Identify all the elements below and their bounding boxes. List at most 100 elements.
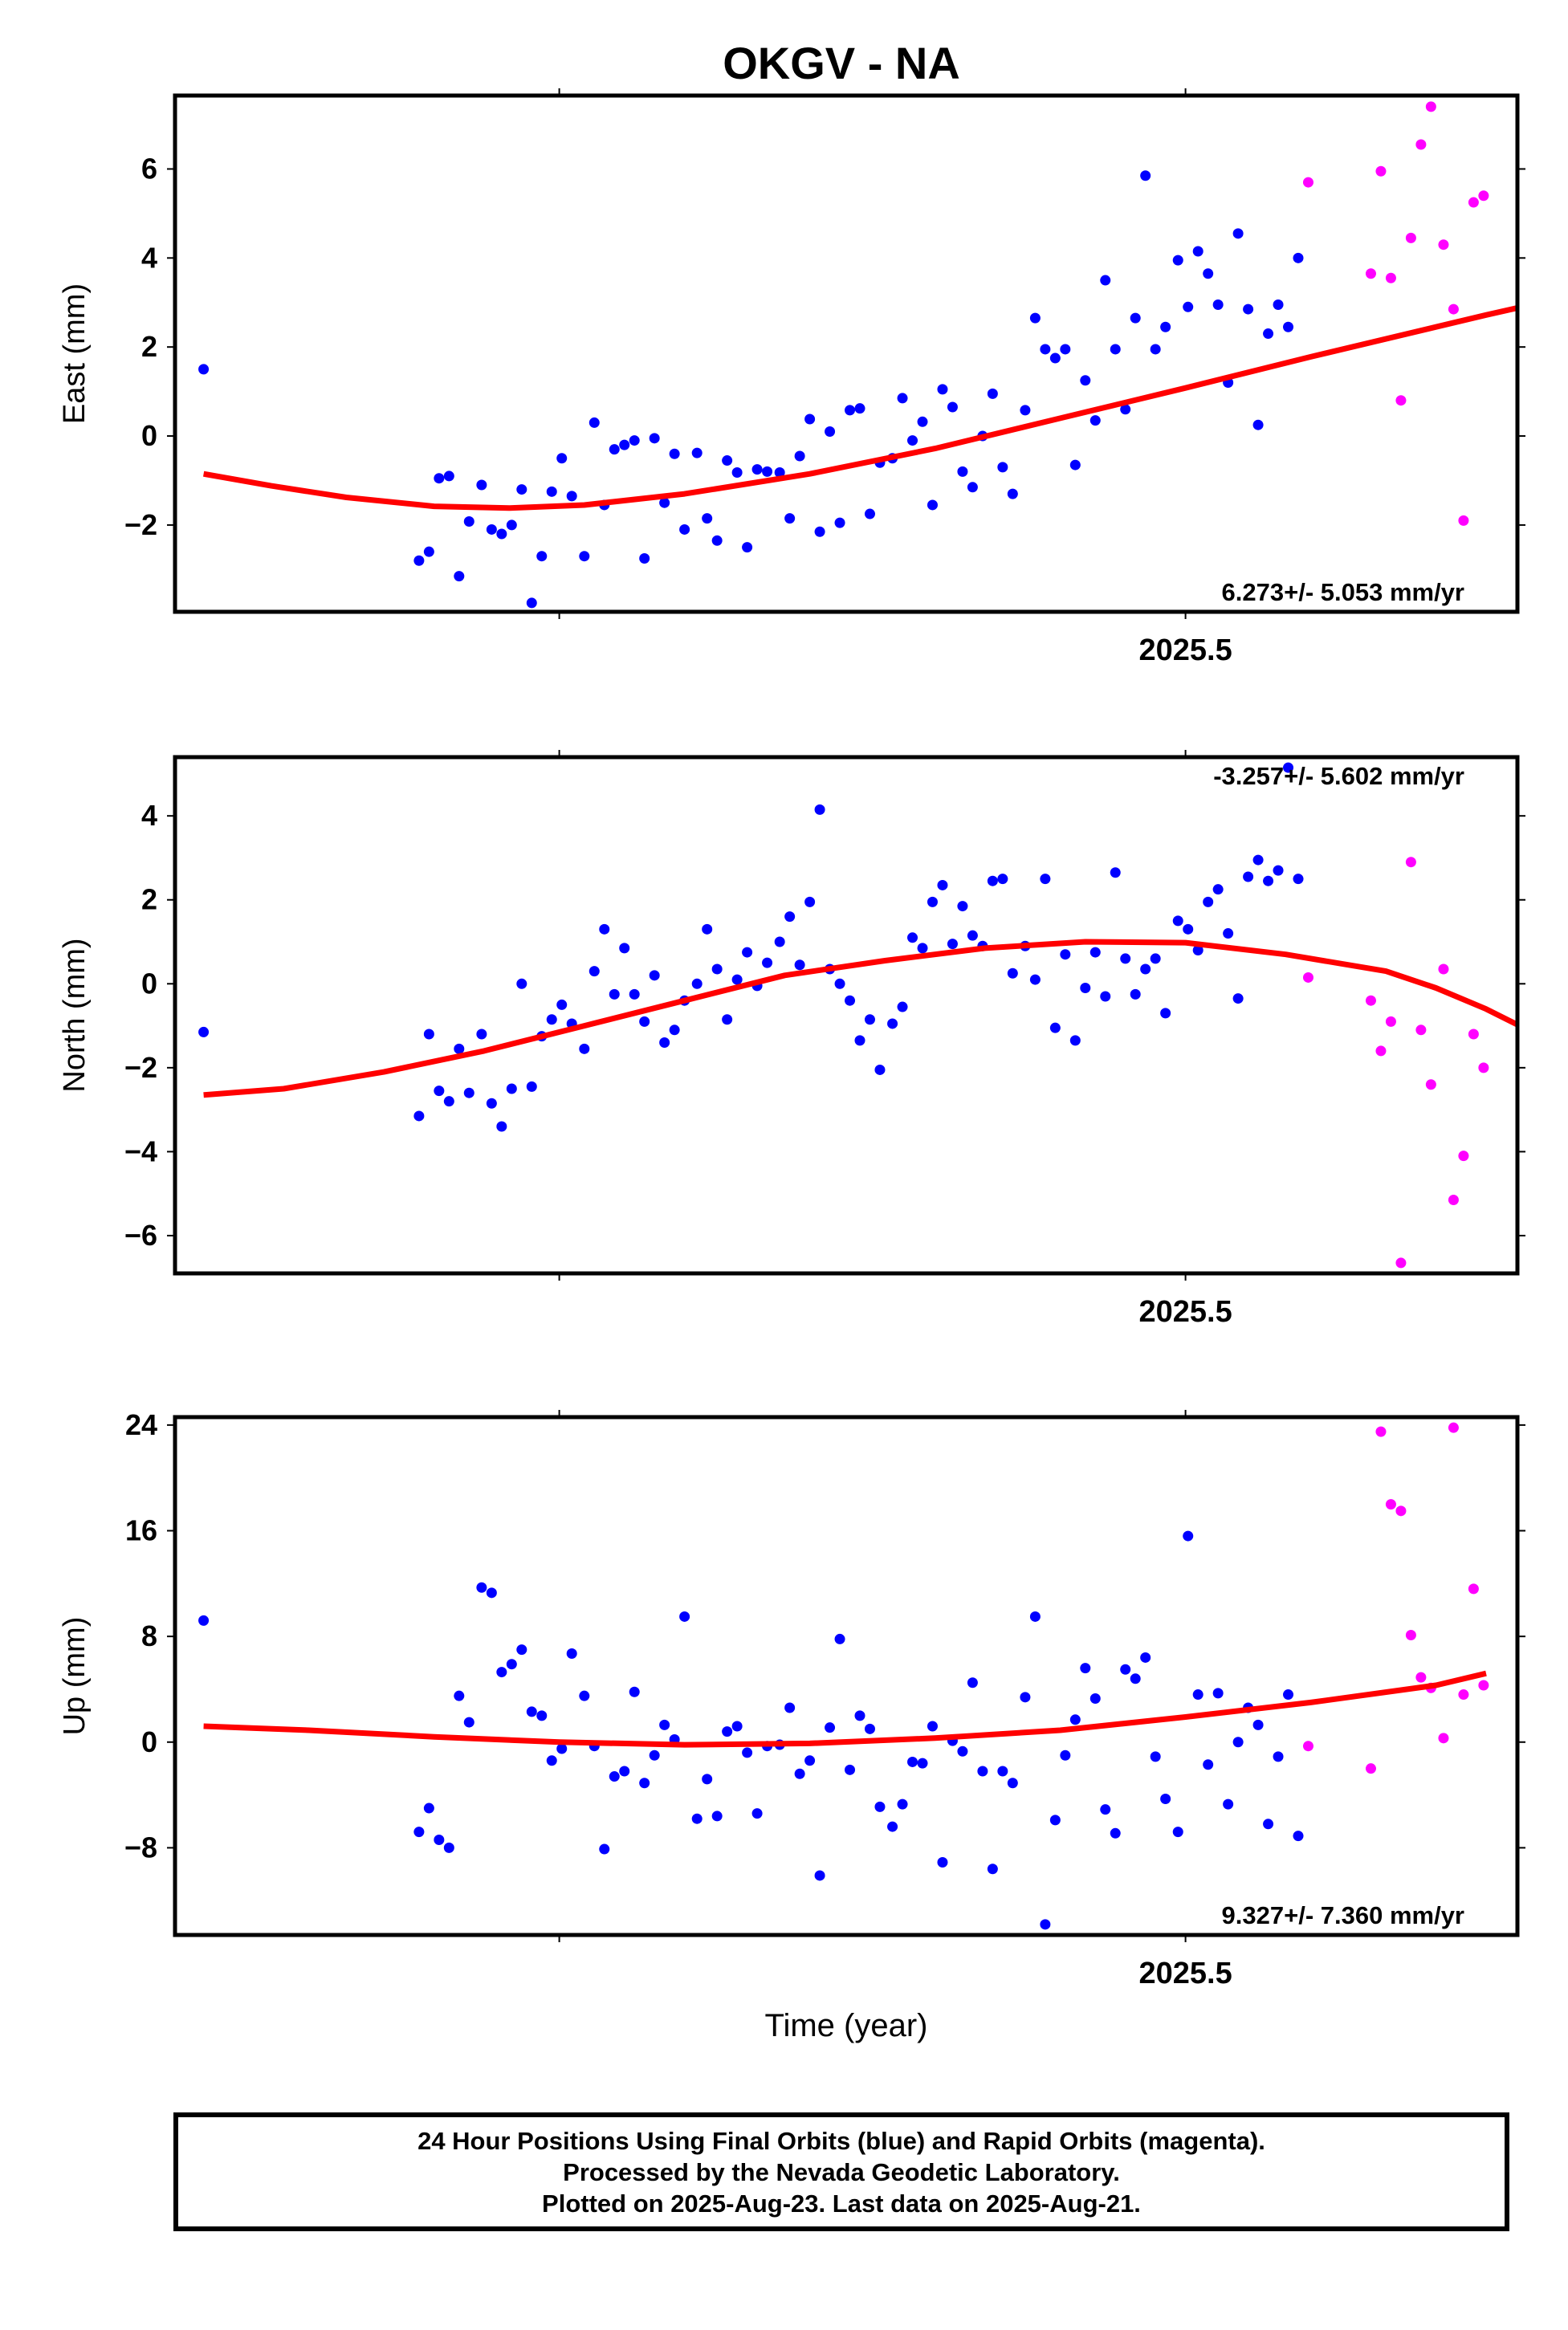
data-point <box>845 405 856 416</box>
data-point <box>1252 1719 1264 1730</box>
data-point <box>679 523 690 535</box>
data-point <box>589 966 600 977</box>
y-axis-label: North (mm) <box>58 938 92 1092</box>
y-tick-label: 2 <box>141 883 157 916</box>
data-point <box>1150 1751 1161 1762</box>
data-point <box>947 401 958 413</box>
data-point <box>1252 854 1264 866</box>
data-point <box>794 1768 805 1779</box>
velocity-label: 6.273+/- 5.053 mm/yr <box>1222 578 1464 606</box>
data-point <box>897 1798 908 1810</box>
data-point <box>423 546 434 557</box>
data-point <box>1029 1611 1041 1622</box>
data-point <box>1458 1689 1469 1701</box>
data-point <box>774 936 785 947</box>
velocity-label: 9.327+/- 7.360 mm/yr <box>1222 1901 1464 1929</box>
data-point <box>1283 762 1294 773</box>
panel-up: −8 0 8 16 24 2025.5 Up (mm) Time (year) 9.327+/-… <box>58 1408 1525 2043</box>
data-point <box>609 1771 620 1782</box>
data-point <box>526 1706 537 1717</box>
data-point <box>742 542 753 553</box>
y-tick-label: −2 <box>124 1051 157 1084</box>
data-point <box>443 470 454 482</box>
data-point <box>486 1098 497 1109</box>
data-point <box>711 963 723 975</box>
data-point <box>825 426 836 438</box>
y-tick-label: 0 <box>141 967 157 1000</box>
data-point <box>977 1766 988 1777</box>
data-point <box>434 1835 445 1846</box>
series-rapid <box>1302 857 1489 1269</box>
data-point <box>1029 312 1041 324</box>
data-point <box>669 1024 680 1036</box>
y-tick-label: 16 <box>125 1514 157 1547</box>
data-point <box>434 1086 445 1097</box>
plot-area <box>198 762 1517 1269</box>
data-point <box>1212 884 1224 895</box>
data-point <box>413 1110 425 1122</box>
data-point <box>1273 299 1284 311</box>
data-point <box>887 1821 898 1832</box>
data-point <box>845 995 856 1006</box>
data-point <box>997 1766 1008 1777</box>
y-axis-label: Up (mm) <box>58 1617 92 1736</box>
data-point <box>907 1756 918 1767</box>
data-point <box>1232 228 1244 239</box>
data-point <box>1468 1029 1479 1040</box>
fit-curve <box>202 304 1517 511</box>
data-point <box>546 1755 557 1766</box>
y-tick-label: 2 <box>141 330 157 363</box>
data-point <box>639 1778 650 1789</box>
data-point <box>1089 947 1101 958</box>
data-point <box>1049 1022 1061 1033</box>
data-point <box>476 1582 487 1593</box>
y-tick-label: 24 <box>125 1408 157 1441</box>
data-point <box>897 1001 908 1012</box>
data-point <box>1100 275 1111 286</box>
data-point <box>794 959 805 971</box>
data-point <box>496 1121 507 1132</box>
data-point <box>1100 1804 1111 1815</box>
data-point <box>917 1758 928 1769</box>
data-point <box>1160 1794 1171 1805</box>
data-point <box>1263 328 1274 340</box>
data-point <box>1293 1831 1304 1842</box>
data-point <box>566 491 577 502</box>
data-point <box>834 517 845 528</box>
data-point <box>1438 1733 1449 1744</box>
data-point <box>629 1686 640 1697</box>
data-point <box>1375 165 1387 177</box>
data-point <box>722 1014 733 1025</box>
data-point <box>1302 972 1313 983</box>
y-tick-label: −2 <box>124 508 157 541</box>
data-point <box>1415 1672 1427 1683</box>
data-point <box>1040 344 1051 355</box>
data-point <box>1263 1819 1274 1830</box>
data-point <box>997 874 1008 885</box>
data-point <box>1110 867 1121 878</box>
data-point <box>1020 405 1031 416</box>
data-point <box>987 388 998 399</box>
data-point <box>997 462 1008 473</box>
data-point <box>463 1717 474 1728</box>
data-point <box>897 393 908 404</box>
data-point <box>536 1710 548 1721</box>
data-point <box>804 896 816 907</box>
data-point <box>1478 1062 1489 1073</box>
data-point <box>702 1774 713 1785</box>
caption-line-2: Processed by the Nevada Geodetic Laborat… <box>563 2157 1120 2186</box>
data-point <box>947 939 958 950</box>
data-point <box>874 1064 886 1075</box>
data-point <box>711 1811 723 1822</box>
data-point <box>1212 299 1224 311</box>
data-point <box>1130 1673 1141 1684</box>
data-point <box>1448 1195 1459 1206</box>
data-point <box>1130 312 1141 324</box>
data-point <box>1080 375 1091 386</box>
data-point <box>1192 944 1203 955</box>
data-point <box>1100 991 1111 1002</box>
data-point <box>496 528 507 540</box>
data-point <box>1069 459 1081 470</box>
data-point <box>937 384 948 395</box>
data-point <box>649 433 660 444</box>
